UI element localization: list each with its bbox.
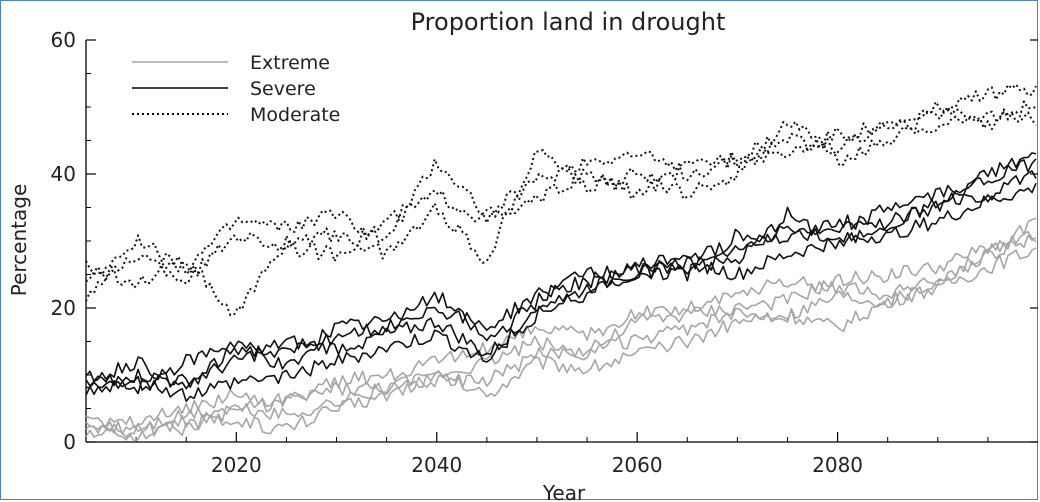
y-tick-label: 60 [51, 28, 76, 52]
legend-label-extreme: Extreme [250, 52, 330, 74]
x-tick-label: 2020 [211, 453, 262, 477]
series-line-severe-6 [85, 152, 1037, 395]
series-line-extreme-3 [85, 217, 1037, 430]
series-line-moderate-8 [85, 83, 1037, 283]
series-line-severe-4 [85, 158, 1037, 390]
series-line-extreme-1 [85, 247, 1037, 442]
legend-label-moderate: Moderate [250, 104, 340, 126]
x-axis-title: Year [542, 481, 586, 502]
chart-title: Proportion land in drought [411, 8, 726, 36]
series-line-moderate-10 [85, 108, 1037, 302]
series-line-extreme-0 [85, 234, 1037, 435]
y-tick-label: 40 [51, 162, 76, 186]
series-line-severe-7 [85, 170, 1037, 402]
y-tick-label: 20 [51, 296, 76, 320]
x-tick-label: 2060 [612, 453, 663, 477]
y-tick-label: 0 [63, 430, 76, 454]
x-tick-label: 2040 [411, 453, 462, 477]
series-line-moderate-9 [85, 100, 1037, 317]
x-tick-label: 2080 [812, 453, 863, 477]
series-line-severe-5 [85, 182, 1037, 396]
legend: Extreme Severe Moderate [132, 52, 340, 126]
legend-label-severe: Severe [250, 78, 316, 100]
y-axis-title: Percentage [7, 184, 31, 297]
series-line-extreme-2 [85, 230, 1037, 438]
